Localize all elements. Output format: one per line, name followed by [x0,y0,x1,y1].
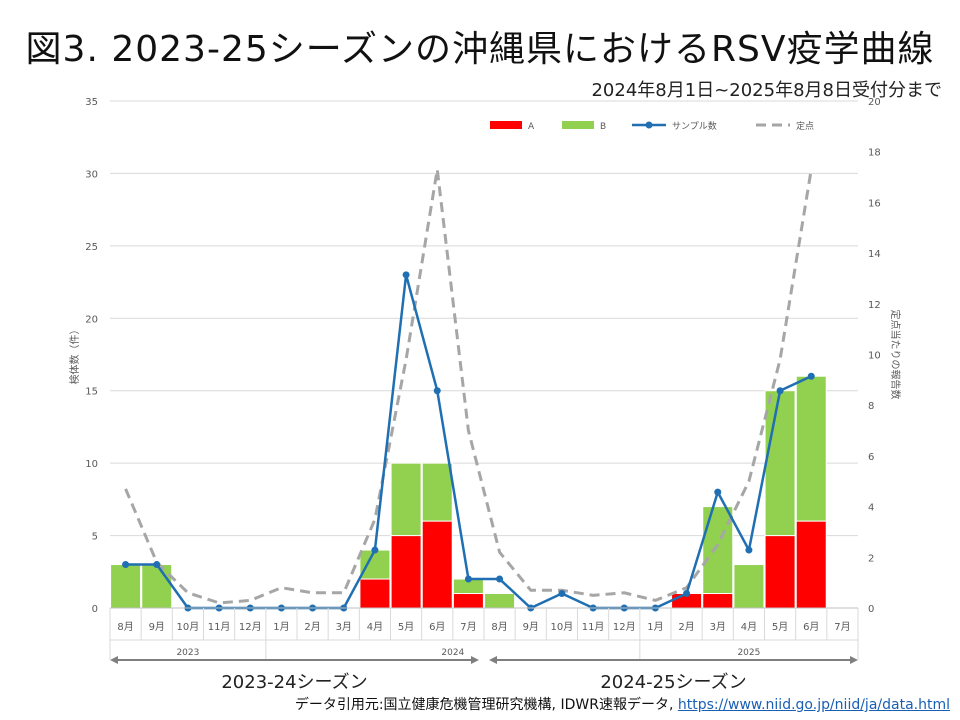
legend-label-a: A [528,122,535,132]
year-label: 2025 [737,648,760,658]
y2-tick-label: 18 [868,148,881,159]
sample-point [122,561,130,569]
x-tick-label: 8月 [491,621,507,633]
bar-b [359,549,391,580]
x-tick-label: 1月 [273,621,289,633]
x-tick-label: 6月 [429,621,445,633]
x-tick-label: 7月 [834,621,850,633]
source-link[interactable]: https://www.niid.go.jp/niid/ja/data.html [677,697,950,713]
x-tick-label: 12月 [239,621,262,633]
x-tick-label: 7月 [460,621,476,633]
y2-tick-label: 4 [868,503,874,514]
x-tick-label: 11月 [208,621,231,633]
x-tick-label: 2月 [678,621,694,633]
legend-label-sentinel: 定点 [796,120,814,132]
source-prefix: データ引用元:国立健康危機管理研究機構, IDWR速報データ, [294,697,674,713]
x-tick-label: 2月 [304,621,320,633]
sample-point [402,271,410,279]
bar-b [110,564,142,609]
x-tick-label: 10月 [177,621,200,633]
x-tick-label: 5月 [772,621,788,633]
x-tick-label: 4月 [741,621,757,633]
bar-a [421,520,453,609]
bar-a [764,535,796,609]
y2-tick-label: 2 [868,553,874,564]
season-label: 2023-24シーズン [221,672,367,693]
x-tick-label: 3月 [336,621,352,633]
x-tick-label: 9月 [523,621,539,633]
sample-point [464,575,472,583]
y-tick-label: 15 [85,387,98,398]
y-tick-label: 10 [85,459,98,470]
y-tick-label: 35 [85,97,98,108]
year-label: 2023 [176,648,199,658]
y-tick-label: 20 [85,314,98,325]
sample-point [745,546,753,554]
legend-label-b: B [600,122,606,132]
sample-point [433,387,441,395]
sample-point [714,488,722,496]
bar-a [359,578,391,609]
y2-tick-label: 12 [868,300,881,311]
x-tick-label: 12月 [613,621,636,633]
y2-tick-label: 0 [868,604,874,615]
sample-point [496,575,504,583]
x-tick-label: 9月 [149,621,165,633]
y-tick-label: 0 [92,604,98,615]
x-tick-label: 6月 [803,621,819,633]
x-tick-label: 3月 [710,621,726,633]
sample-point [371,546,379,554]
y2-tick-label: 20 [868,97,881,108]
sample-point [558,590,566,598]
sample-point [776,387,784,395]
y-tick-label: 5 [92,532,98,543]
bar-a [390,535,422,609]
sample-point [807,372,815,380]
y2-tick-label: 6 [868,452,874,463]
y-tick-label: 25 [85,242,98,253]
chart-subtitle: 2024年8月1日~2025年8月8日受付分まで [591,80,942,101]
bar-b [141,564,173,609]
x-tick-label: 1月 [647,621,663,633]
x-tick-label: 11月 [582,621,605,633]
legend-label-samples: サンプル数 [672,120,717,132]
bar-b [764,390,796,537]
season-arrowhead-right [471,656,479,664]
season-arrowhead-left [110,656,118,664]
y2-axis-title: 定点当たりの報告数 [889,310,902,400]
y2-tick-label: 14 [868,249,881,260]
bar-a [452,593,484,609]
season-arrowhead-left [489,656,497,664]
y2-tick-label: 16 [868,198,881,209]
bar-b [795,375,827,522]
season-label: 2024-25シーズン [600,672,746,693]
bar-b [421,462,453,522]
series-line-sentinel [124,169,813,605]
x-tick-label: 4月 [367,621,383,633]
y-tick-label: 30 [85,169,98,180]
bar-b [733,564,765,609]
y-axis-title: 検体数（件） [68,325,81,385]
bar-b [702,506,734,595]
x-tick-label: 10月 [551,621,574,633]
sample-point [683,590,691,598]
bar-a [702,593,734,609]
chart-title: 図3. 2023-25シーズンの沖縄県におけるRSV疫学曲線 [25,29,935,70]
x-tick-label: 8月 [117,621,133,633]
legend-swatch-a [490,121,522,129]
legend-swatch-b [562,121,594,129]
season-arrowhead-right [850,656,858,664]
sample-point [153,561,161,569]
bar-b [484,593,516,609]
legend-marker-samples [645,121,653,129]
x-tick-label: 5月 [398,621,414,633]
year-label: 2024 [441,648,464,658]
y2-tick-label: 10 [868,351,881,362]
y2-tick-label: 8 [868,401,874,412]
data-source: データ引用元:国立健康危機管理研究機構, IDWR速報データ, https://… [295,694,950,714]
bar-a [795,520,827,609]
bar-b [390,462,422,537]
